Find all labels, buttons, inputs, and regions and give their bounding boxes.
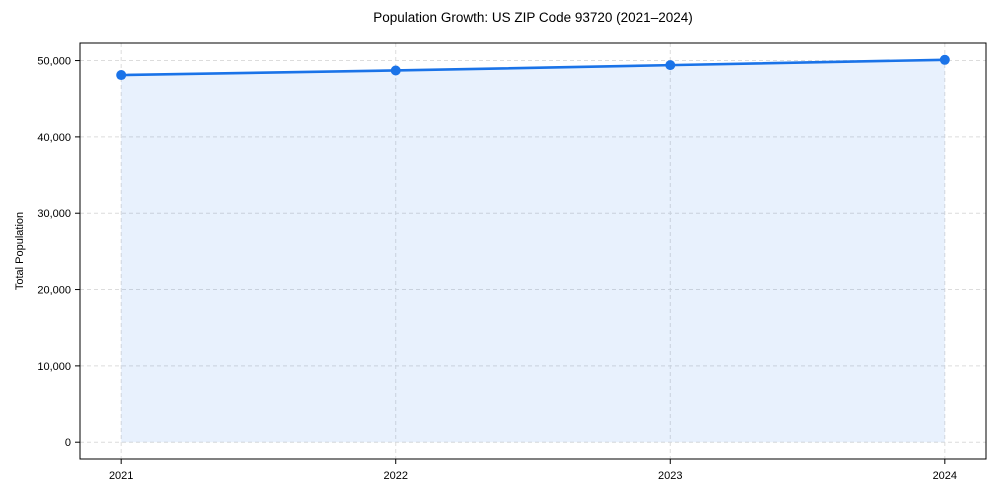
x-tick-label: 2021: [109, 470, 133, 482]
y-tick-label: 0: [65, 437, 71, 449]
data-point-marker: [939, 54, 950, 65]
data-point-marker: [116, 70, 127, 81]
plot-border: [79, 42, 987, 460]
y-tick-label: 20,000: [37, 285, 71, 297]
x-tick-label: 2024: [933, 470, 957, 482]
data-point-marker: [390, 65, 401, 76]
data-point-marker: [665, 60, 676, 71]
y-tick-label: 30,000: [37, 208, 71, 220]
area-fill: [121, 59, 945, 443]
x-tick-label: 2022: [383, 470, 407, 482]
y-tick-label: 40,000: [37, 132, 71, 144]
x-tick-label: 2023: [658, 470, 682, 482]
chart-title: Population Growth: US ZIP Code 93720 (20…: [373, 10, 693, 25]
y-tick-label: 10,000: [37, 361, 71, 373]
population-line: [119, 58, 947, 77]
y-tick-label: 50,000: [37, 56, 71, 68]
